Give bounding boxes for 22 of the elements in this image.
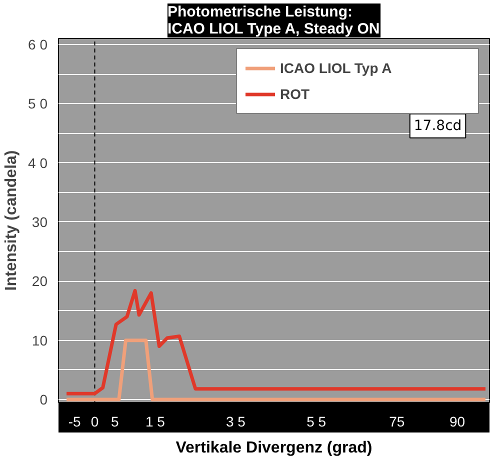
legend-label: ROT xyxy=(280,85,311,104)
y-tick-label: 5 0 xyxy=(28,96,48,112)
x-tick-label: 5 5 xyxy=(306,414,326,430)
y-tick-label: 30 xyxy=(32,214,48,230)
chart-title: Photometrische Leistung: ICAO LIOL Type A, Steady ON xyxy=(167,4,380,38)
x-tick-label: 5 xyxy=(111,414,119,430)
legend-label: ICAO LIOL Typ A xyxy=(280,59,393,78)
x-tick-label: 0 xyxy=(90,414,99,430)
x-tick-label: 1 5 xyxy=(145,414,166,430)
x-tick-label: 90 xyxy=(449,414,466,430)
y-axis-title: Intensity (candela) xyxy=(3,150,20,291)
x-axis-title: Vertikale Divergenz (grad) xyxy=(176,440,372,456)
y-tick-label: 6 0 xyxy=(28,36,48,52)
y-tick-label: 10 xyxy=(32,332,48,348)
line-series xyxy=(64,288,488,396)
annotation: 17.8cd xyxy=(414,118,462,134)
x-tick-label: 3 5 xyxy=(226,414,246,430)
y-tick-label: 4 0 xyxy=(28,154,48,171)
y-tick-label: 20 xyxy=(32,273,48,290)
x-tick-label: 75 xyxy=(389,414,405,430)
x-tick-label: -5 xyxy=(68,414,82,430)
y-tick-label: 0 xyxy=(40,392,48,408)
